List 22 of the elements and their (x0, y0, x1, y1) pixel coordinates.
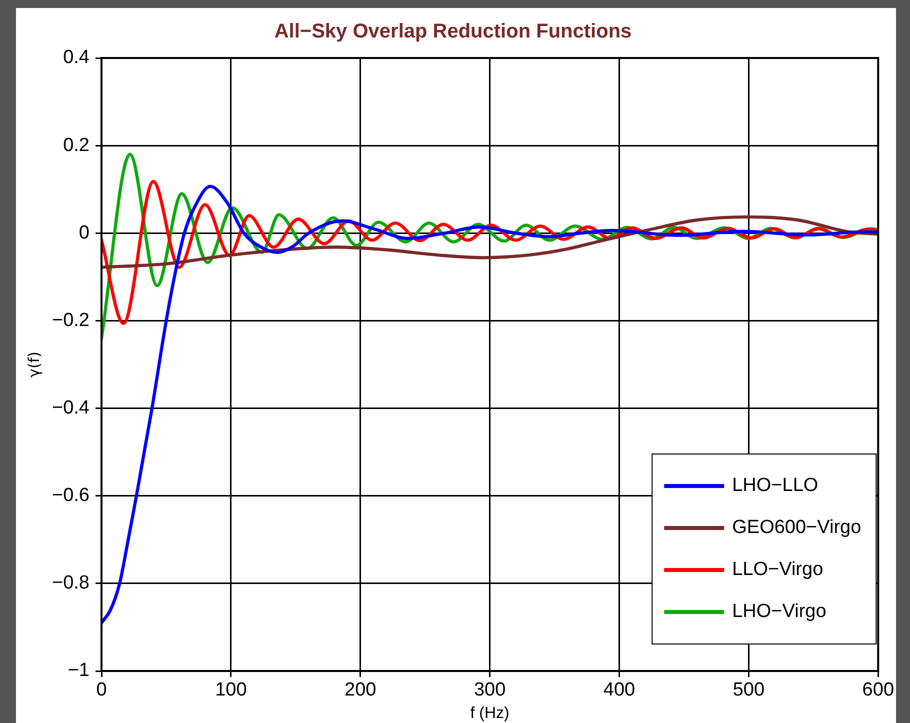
y-tick-label: 0.2 (63, 134, 90, 156)
y-tick-label: −0.6 (52, 485, 90, 506)
y-tick-label: −0.2 (52, 310, 90, 331)
y-tick-label: 0 (78, 222, 90, 244)
x-tick-label: 300 (474, 680, 506, 701)
x-tick-label: 400 (603, 680, 636, 701)
x-tick-label: 500 (732, 680, 765, 701)
x-axis-title: f (Hz) (470, 704, 510, 722)
legend-label: LLO−Virgo (732, 559, 824, 580)
legend-label: LHO−LLO (732, 475, 818, 496)
legend-label: LHO−Virgo (732, 601, 826, 622)
y-tick-label: 0.4 (63, 47, 90, 68)
y-tick-label: −0.8 (52, 572, 90, 594)
x-tick-label: 100 (215, 680, 247, 701)
legend-label: GEO600−Virgo (732, 517, 862, 538)
x-tick-label: 600 (862, 680, 894, 701)
x-tick-label: 0 (96, 680, 107, 701)
chart-title: All−Sky Overlap Reduction Functions (274, 20, 632, 43)
y-tick-label: −0.4 (52, 398, 90, 419)
y-axis-title: γ(f) (24, 352, 43, 378)
x-tick-label: 200 (344, 680, 376, 701)
y-tick-label: −1 (68, 660, 90, 682)
